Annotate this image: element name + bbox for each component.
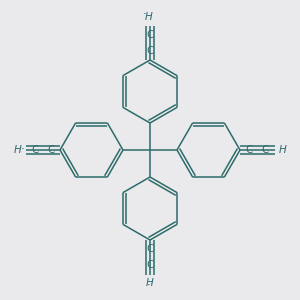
Text: C: C (146, 46, 154, 56)
Text: C: C (262, 145, 269, 155)
Text: C: C (31, 145, 38, 155)
Text: H: H (145, 12, 153, 22)
Text: C: C (146, 244, 154, 254)
Text: H: H (146, 278, 154, 288)
Text: C: C (246, 145, 253, 155)
Text: C: C (47, 145, 54, 155)
Text: C: C (146, 260, 154, 270)
Text: H: H (14, 145, 22, 155)
Text: C: C (146, 30, 154, 40)
Text: ·: · (147, 279, 150, 292)
Text: H: H (278, 145, 286, 155)
Text: ·: · (143, 8, 146, 21)
Text: ·: · (21, 142, 24, 156)
